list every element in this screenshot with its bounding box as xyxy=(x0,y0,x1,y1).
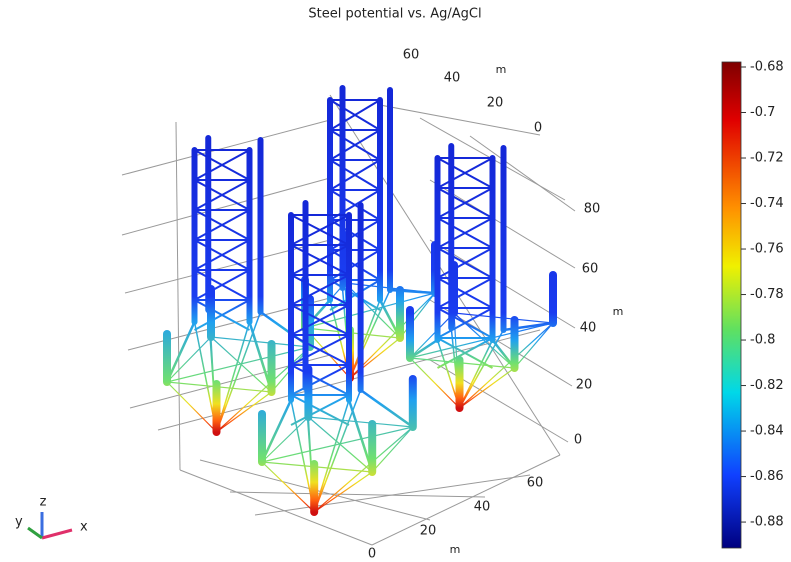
colorbar-tick-label: -0.76 xyxy=(750,242,784,257)
base-brace xyxy=(261,426,413,463)
leg xyxy=(313,399,350,513)
x-tick-label: 0 xyxy=(368,547,376,562)
base-brace xyxy=(399,292,436,339)
brace xyxy=(329,159,381,191)
y-tick-label: 20 xyxy=(487,96,504,111)
brace xyxy=(194,239,250,271)
brace xyxy=(437,337,493,369)
base-brace xyxy=(308,416,373,473)
brace xyxy=(290,304,350,336)
base-brace xyxy=(453,312,515,369)
triad-y: y xyxy=(15,515,23,530)
brace xyxy=(329,99,381,131)
colorbar-tick-label: -0.82 xyxy=(750,378,784,393)
brace xyxy=(194,299,250,331)
leg xyxy=(359,388,414,429)
base-brace xyxy=(261,461,315,513)
x-tick-label: 20 xyxy=(420,524,437,539)
base-brace xyxy=(371,426,414,473)
base-brace xyxy=(308,416,413,428)
brace xyxy=(194,179,250,211)
leg xyxy=(458,329,505,409)
x-tick-label: 40 xyxy=(474,500,491,515)
brace xyxy=(437,187,493,219)
z-axis-label: m xyxy=(613,305,624,318)
brace xyxy=(437,247,493,279)
brace xyxy=(290,214,350,246)
y-tick-label: 40 xyxy=(444,71,461,86)
brace xyxy=(290,334,350,366)
leg xyxy=(165,321,196,383)
leg xyxy=(215,311,262,433)
colorbar-tick-label: -0.74 xyxy=(750,196,784,211)
base-brace xyxy=(313,426,414,513)
base-brace xyxy=(409,312,455,359)
colorbar-tick-label: -0.8 xyxy=(750,333,775,348)
brace xyxy=(290,274,350,306)
base-brace xyxy=(344,282,401,339)
z-tick-label: 20 xyxy=(576,378,593,393)
base-brace xyxy=(166,336,212,383)
triad-z: z xyxy=(40,495,47,510)
colorbar xyxy=(721,61,742,549)
base-brace xyxy=(216,391,272,433)
base-brace xyxy=(261,416,309,463)
colorbar-tick-label: -0.86 xyxy=(750,469,784,484)
colorbar-tick-label: -0.78 xyxy=(750,287,784,302)
triad-x: x xyxy=(80,520,88,535)
base-brace xyxy=(166,381,217,433)
colorbar-tick-label: -0.84 xyxy=(750,424,784,439)
brace xyxy=(194,209,250,241)
base-brace xyxy=(166,346,311,383)
base-brace xyxy=(313,471,373,513)
leg xyxy=(349,289,391,379)
brace xyxy=(437,277,493,309)
z-tick-label: 0 xyxy=(574,433,582,448)
leg xyxy=(458,339,494,409)
triad: z x y xyxy=(15,495,88,540)
y-axis-label: m xyxy=(496,63,507,76)
structures xyxy=(163,85,557,516)
base-brace xyxy=(514,322,554,369)
leg xyxy=(409,338,439,360)
colorbar-tick-label: -0.68 xyxy=(750,60,784,75)
base-brace xyxy=(304,292,436,329)
leg xyxy=(313,389,362,513)
x-axis-label: m xyxy=(450,543,461,556)
z-tick-label: 40 xyxy=(580,321,597,336)
z-tick-label: 80 xyxy=(584,202,601,217)
brace xyxy=(290,244,350,276)
base-brace xyxy=(409,357,460,409)
leg xyxy=(260,399,293,463)
base-brace xyxy=(409,322,554,359)
title: Steel potential vs. Ag/AgCl xyxy=(308,7,481,22)
brace xyxy=(437,157,493,189)
brace xyxy=(290,394,350,426)
base-brace xyxy=(216,346,311,433)
base-brace xyxy=(349,292,436,379)
y-tick-label: 0 xyxy=(534,121,542,136)
colorbar-tick-label: -0.88 xyxy=(750,515,784,530)
base-brace xyxy=(459,367,515,409)
brace xyxy=(329,129,381,161)
base-brace xyxy=(210,336,272,393)
brace xyxy=(290,364,350,396)
base-brace xyxy=(210,336,311,348)
x-tick-label: 60 xyxy=(527,476,544,491)
brace xyxy=(194,149,250,181)
colorbar-tick-label: -0.72 xyxy=(750,151,784,166)
colorbar-tick-label: -0.7 xyxy=(750,105,775,120)
y-tick-label: 60 xyxy=(403,48,420,63)
brace xyxy=(194,269,250,301)
z-tick-label: 60 xyxy=(582,262,599,277)
brace xyxy=(437,217,493,249)
base-brace xyxy=(459,322,554,409)
